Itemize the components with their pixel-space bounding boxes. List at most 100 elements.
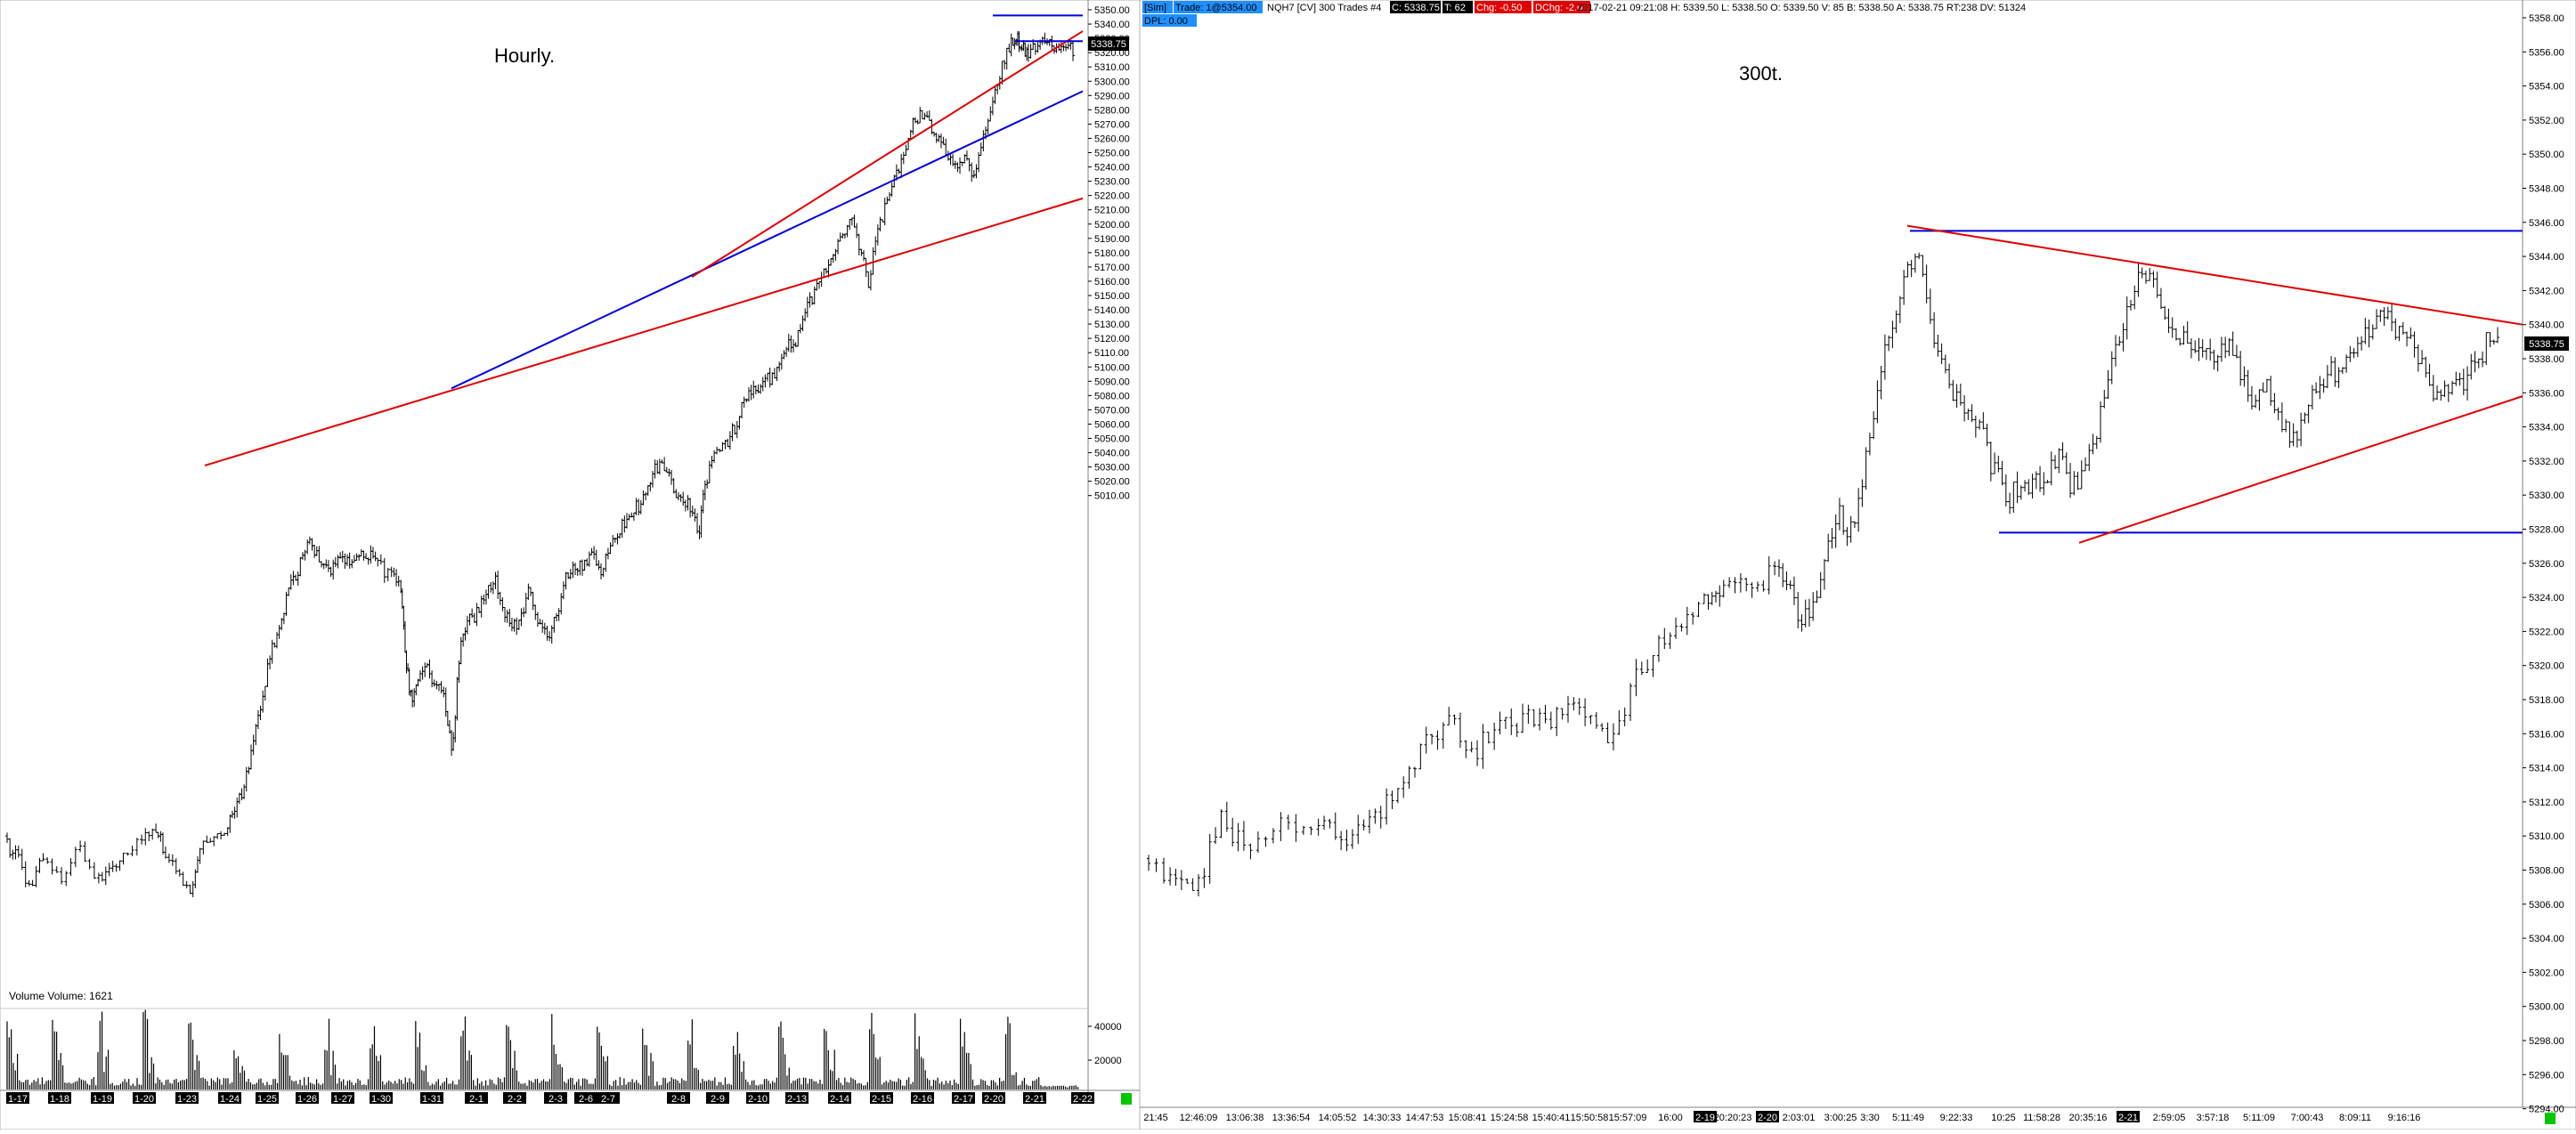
tick-candle — [1555, 707, 1559, 737]
price-tick-label: 5314.00 — [2529, 764, 2564, 774]
tick-candle — [2442, 380, 2447, 397]
time-axis-label: 13:06:38 — [1226, 1113, 1264, 1123]
tick-candle — [2427, 363, 2432, 386]
tick-candle — [2299, 412, 2304, 447]
hourly-candle — [73, 846, 77, 868]
tick-candle — [1255, 831, 1260, 854]
price-tick-label: 5120.00 — [1094, 334, 1130, 344]
price-tick-label: 5300.00 — [1094, 77, 1130, 87]
hourly-candle — [140, 834, 144, 845]
tick-candle — [1577, 698, 1581, 716]
price-tick-label: 5240.00 — [1094, 163, 1130, 174]
tick-candle — [2042, 472, 2046, 496]
status-indicator — [1121, 1093, 1132, 1105]
price-tick-label: 5010.00 — [1094, 491, 1130, 502]
tick-candle — [2027, 479, 2031, 495]
tick-candle — [1600, 723, 1605, 732]
tick-candle — [2197, 337, 2201, 361]
tick-candle — [1605, 722, 1610, 743]
tick-candle — [2151, 271, 2156, 288]
triangle-lower-trendline — [2078, 395, 2523, 544]
tick-candle — [2405, 331, 2409, 347]
hourly-candle — [147, 830, 151, 842]
tick-candle — [2170, 317, 2174, 338]
tick-candle — [1906, 261, 1910, 278]
date-axis-label: 2-15 — [872, 1094, 891, 1105]
tick-candle — [2401, 321, 2405, 336]
tick-candle — [1685, 606, 1689, 636]
tick-candle — [2128, 299, 2133, 311]
hourly-candle — [170, 854, 175, 866]
tick-candle — [2219, 336, 2223, 362]
tick-candle — [1629, 683, 1633, 721]
tick-candle — [1833, 514, 1838, 548]
time-axis-label: 16:00 — [1658, 1113, 1683, 1123]
time-axis-label: 21:45 — [1143, 1113, 1168, 1123]
time-axis-label: 20:35:16 — [2069, 1113, 2108, 1123]
tick-candle — [1196, 874, 1200, 896]
tick-candle — [1932, 312, 1937, 349]
tick-candle — [1890, 320, 1895, 349]
tick-candle — [2382, 306, 2386, 327]
price-tick-label: 5340.00 — [1094, 20, 1130, 30]
tick-candle — [1811, 592, 1816, 621]
price-tick-label: 5328.00 — [2529, 525, 2564, 536]
tick-candle — [1902, 270, 1906, 305]
date-axis-label: 2-22 — [1073, 1094, 1093, 1105]
hourly-candle — [37, 857, 42, 873]
time-axis-label: 14:47:53 — [1406, 1113, 1444, 1123]
tick-candle — [1583, 698, 1588, 726]
time-axis-label: 15:50:58 — [1571, 1113, 1609, 1123]
tick-candle — [1841, 505, 1846, 535]
tick-candle — [1744, 578, 1749, 592]
hourly-annotation: Hourly. — [494, 45, 555, 67]
tick-candle — [1822, 559, 1826, 590]
tick-candle — [2193, 340, 2198, 353]
tick-candle — [2370, 324, 2375, 340]
price-tick-label: 5200.00 — [1094, 220, 1130, 231]
tick-candle — [1538, 708, 1542, 731]
tick-candle — [2375, 309, 2379, 329]
tick-candle — [2249, 385, 2254, 410]
tick-candle — [1402, 776, 1406, 798]
hourly-candle — [27, 879, 31, 887]
tick-candle — [2178, 337, 2182, 346]
price-tick-label: 5324.00 — [2529, 593, 2564, 603]
hourly-candle — [181, 871, 185, 887]
tick-candle — [1154, 858, 1158, 872]
tick-candle — [2435, 385, 2440, 401]
tick-candle — [2496, 327, 2499, 344]
tick-candle — [2015, 471, 2019, 504]
hourly-candle — [215, 833, 220, 839]
tick-candle — [1271, 828, 1275, 844]
tick-candle — [1917, 252, 1922, 260]
price-tick-label: 5334.00 — [2529, 423, 2564, 433]
tick-candle — [1447, 707, 1451, 725]
price-tick-label: 5230.00 — [1094, 177, 1130, 188]
tick-candle — [1721, 579, 1726, 598]
tick-candle — [2079, 460, 2084, 490]
price-tick-label: 5338.00 — [2529, 354, 2564, 365]
hourly-candle — [23, 861, 28, 887]
lower-support-trendline — [204, 197, 1084, 466]
time-axis-label: 14:05:52 — [1319, 1113, 1357, 1123]
tick-candle — [2099, 401, 2103, 443]
price-tick-label: 5330.00 — [2529, 490, 2564, 501]
tick-candle — [2424, 356, 2428, 378]
tick-candle — [1294, 814, 1298, 842]
price-tick-label: 5326.00 — [2529, 559, 2564, 570]
tick-candle — [1322, 815, 1327, 830]
price-tick-label: 5050.00 — [1094, 434, 1130, 445]
tick-candle — [1475, 740, 1480, 766]
tick-candle — [1328, 818, 1332, 829]
date-axis-label: 2-3 — [549, 1094, 563, 1105]
hourly-candle — [143, 828, 148, 846]
tick-candle — [1951, 379, 1955, 401]
tick-candle — [1668, 632, 1672, 650]
price-tick-label: 5100.00 — [1094, 362, 1130, 373]
tick-candle — [1864, 447, 1868, 490]
tick-candle — [2106, 369, 2110, 400]
date-axis-label: 2-16 — [913, 1094, 932, 1105]
tick-candle — [2242, 366, 2247, 387]
last-price-marker: 5338.75 — [1088, 36, 1129, 51]
